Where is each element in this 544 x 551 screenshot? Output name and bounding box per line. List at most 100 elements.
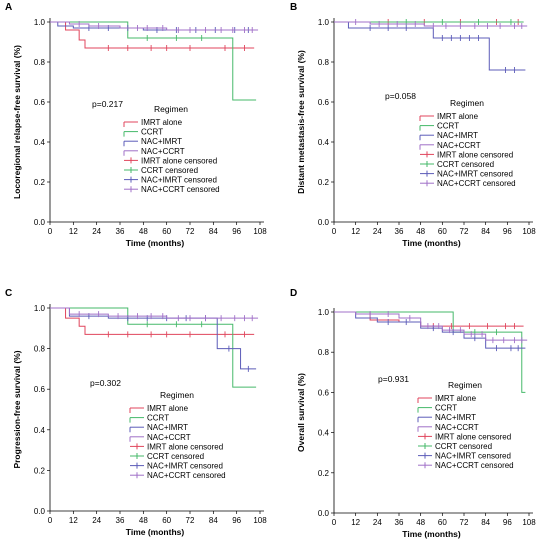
x-tick-label: 108 [253, 516, 267, 525]
x-tick-label: 72 [186, 227, 195, 236]
x-tick-label: 24 [92, 227, 101, 236]
legend-label: NAC+IMRT [435, 413, 476, 422]
p-value: p=0.931 [378, 374, 409, 384]
panel-c: C 0.0 0.2 0.4 0.6 0.8 1.0 0 12 24 36 48 60 72 84 96 108 T… [5, 288, 267, 537]
y-tick-label: 0.6 [34, 98, 46, 107]
p-value: p=0.302 [90, 378, 121, 388]
legend-label: IMRT alone censored [141, 156, 217, 165]
x-tick-label: 108 [253, 227, 267, 236]
curve-ccrt [334, 311, 526, 393]
legend-label: IMRT alone censored [147, 442, 223, 451]
x-tick-label: 60 [438, 518, 447, 527]
curve-nac-ccrt [50, 307, 259, 319]
legend-label: CCRT censored [437, 160, 494, 169]
x-tick-label: 0 [48, 227, 53, 236]
x-tick-label: 96 [232, 516, 241, 525]
legend-label: NAC+CCRT [435, 423, 479, 432]
x-axis-title: Time (months) [402, 238, 461, 248]
legend-label: NAC+CCRT censored [147, 471, 226, 480]
legend-label: CCRT censored [147, 452, 204, 461]
y-tick-label: 0.2 [318, 469, 330, 478]
x-tick-label: 60 [162, 516, 171, 525]
p-value: p=0.058 [385, 91, 416, 101]
panel-letter: A [5, 2, 12, 13]
y-tick-label: 0.4 [34, 138, 46, 147]
x-tick-label: 84 [209, 227, 218, 236]
y-tick-label: 0.2 [34, 178, 46, 187]
x-tick-label: 24 [92, 516, 101, 525]
legend-label: IMRT alone [141, 118, 183, 127]
x-tick-label: 108 [522, 518, 536, 527]
x-axis-title: Time (months) [126, 527, 185, 537]
curve-ccrt [50, 307, 257, 388]
x-tick-label: 48 [416, 227, 425, 236]
y-tick-label: 0.2 [318, 178, 330, 187]
y-tick-label: 0.8 [318, 58, 330, 67]
x-tick-label: 12 [351, 227, 360, 236]
panel-letter: C [5, 288, 12, 299]
legend-label: NAC+IMRT censored [435, 452, 511, 461]
y-tick-label: 1.0 [318, 308, 330, 317]
legend-label: IMRT alone [435, 394, 477, 403]
legend-label: NAC+IMRT censored [147, 462, 223, 471]
panel-a: A 0.0 0.2 0.4 0.6 0.8 1.0 0 12 24 36 48 60 72 84 96 108 T… [5, 2, 267, 248]
curve-nac-ccrt [50, 21, 259, 31]
y-tick-label: 0.6 [318, 388, 330, 397]
x-axis-title: Time (months) [402, 529, 461, 539]
x-tick-label: 96 [503, 227, 512, 236]
y-tick-label: 0.8 [318, 348, 330, 357]
y-tick-label: 0.4 [318, 138, 330, 147]
x-tick-label: 84 [481, 518, 490, 527]
curve-nac-imrt [334, 21, 526, 71]
legend-label: NAC+IMRT [437, 131, 478, 140]
legend-label: NAC+CCRT [141, 147, 185, 156]
x-tick-label: 60 [162, 227, 171, 236]
x-tick-label: 96 [232, 227, 241, 236]
curve-nac-imrt [50, 21, 257, 31]
x-tick-label: 48 [139, 516, 148, 525]
legend-label: CCRT [435, 404, 457, 413]
panel-d: D 0.0 0.2 0.4 0.6 0.8 1.0 0 12 24 36 48 60 72 84 96 108 T… [290, 288, 536, 539]
y-axis-title: Distant metastasis-free survival (%) [296, 50, 306, 194]
p-value: p=0.217 [92, 99, 123, 109]
panel-b: B 0.0 0.2 0.4 0.6 0.8 1.0 0 12 24 36 48 60 72 84 96 108 T… [290, 2, 536, 248]
y-tick-label: 1.0 [34, 304, 46, 313]
x-tick-label: 60 [438, 227, 447, 236]
y-tick-label: 0.4 [318, 429, 330, 438]
x-tick-label: 48 [416, 518, 425, 527]
legend-label: NAC+IMRT censored [141, 176, 217, 185]
x-tick-label: 72 [186, 516, 195, 525]
x-tick-label: 0 [332, 227, 337, 236]
curve-nac-imrt [334, 311, 526, 349]
y-tick-label: 0.0 [318, 509, 330, 518]
y-axis-title: Locoregional relapse-free survival (%) [12, 45, 22, 199]
x-tick-label: 24 [373, 227, 382, 236]
x-tick-label: 72 [460, 518, 469, 527]
legend-label: CCRT [147, 414, 169, 423]
x-tick-label: 12 [351, 518, 360, 527]
curve-nac-imrt [50, 307, 257, 370]
x-tick-label: 36 [116, 227, 125, 236]
legend-label: NAC+IMRT censored [437, 170, 513, 179]
x-tick-label: 12 [69, 516, 78, 525]
x-tick-label: 108 [522, 227, 536, 236]
x-tick-label: 36 [116, 516, 125, 525]
x-tick-label: 72 [460, 227, 469, 236]
legend-label: CCRT [141, 128, 163, 137]
y-tick-label: 0.8 [34, 345, 46, 354]
legend-title: Regimen [154, 104, 188, 114]
y-tick-label: 0.6 [318, 98, 330, 107]
legend-label: IMRT alone censored [435, 432, 511, 441]
x-tick-label: 12 [69, 227, 78, 236]
legend-title: Regimen [450, 98, 484, 108]
panel-letter: D [290, 288, 297, 299]
legend-label: CCRT censored [141, 166, 198, 175]
y-tick-label: 0.8 [34, 58, 46, 67]
y-tick-label: 0.0 [318, 218, 330, 227]
curve-nac-ccrt [334, 21, 528, 27]
legend-label: NAC+CCRT [437, 141, 481, 150]
legend-label: NAC+IMRT [147, 423, 188, 432]
legend-label: NAC+CCRT censored [141, 185, 220, 194]
legend-label: IMRT alone [147, 404, 189, 413]
legend-label: NAC+CCRT censored [435, 461, 514, 470]
